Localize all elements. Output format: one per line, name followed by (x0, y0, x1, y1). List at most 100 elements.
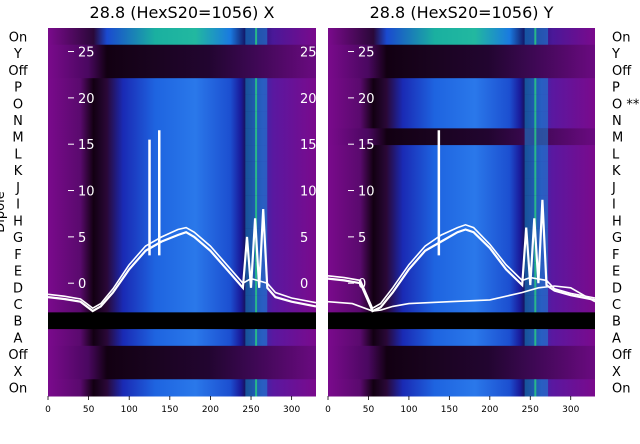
bright-line (255, 178, 258, 196)
bright-line (255, 262, 258, 280)
heatmap-row-a (48, 329, 316, 347)
bright-strip (524, 28, 549, 46)
bright-strip (524, 145, 549, 163)
heatmap-row-e (48, 262, 316, 280)
heatmap-row-f (48, 245, 316, 263)
x-tick-label-0: 0 (325, 405, 331, 415)
overlay-tick-label-right-15: 15 (300, 138, 317, 153)
dipole-label-20: X (14, 365, 23, 380)
bright-line (534, 195, 537, 213)
dipole-label-4: O (13, 97, 23, 112)
dipole-label-21: On (9, 382, 27, 397)
bright-line (534, 245, 537, 263)
heatmap-row-y (328, 44, 595, 62)
heatmap-row-on (48, 28, 316, 46)
overlay-tick-label-15: 15 (78, 138, 95, 153)
bright-line (255, 161, 258, 180)
heatmap-row-x (328, 362, 595, 380)
series-line-3 (327, 285, 596, 312)
dipole-label-21: On (612, 382, 630, 397)
dipole-label-7: L (612, 147, 620, 162)
x-tick-label-50: 50 (363, 405, 375, 415)
dipole-label-8: K (612, 164, 621, 179)
dipole-label-11: H (612, 214, 622, 229)
heatmap-row-y (48, 44, 316, 62)
bright-line (255, 145, 258, 163)
panel-title: 28.8 (HexS20=1056) Y (370, 3, 554, 22)
bright-line (534, 262, 537, 280)
dipole-label-13: F (612, 248, 619, 263)
bright-line (255, 195, 258, 213)
heatmap-row-g (48, 228, 316, 246)
bright-strip (524, 94, 549, 113)
bright-strip (524, 78, 549, 96)
heatmap-row-on (328, 28, 595, 46)
series-line-2 (327, 223, 596, 310)
bright-line (534, 278, 537, 297)
dipole-label-6: M (12, 131, 23, 146)
x-tick-label-250: 250 (242, 405, 259, 415)
bright-line (534, 94, 537, 113)
bright-line (255, 128, 258, 146)
bright-line (255, 78, 258, 96)
bright-strip (524, 329, 549, 347)
overlay-tick-label-right-10: 10 (300, 185, 317, 200)
dipole-label-3: P (612, 81, 620, 96)
dipole-label-19: Off (612, 348, 632, 363)
dipole-label-10: I (16, 198, 20, 213)
overlay-tick-label-right-0: 0 (300, 277, 308, 292)
dipole-label-16: C (612, 298, 621, 313)
overlay-tick-label-right-20: 20 (300, 92, 317, 107)
heatmap-row-b (48, 312, 316, 330)
x-tick-label-150: 150 (161, 405, 178, 415)
dipole-label-8: K (14, 164, 23, 179)
heatmap-row-off (328, 61, 595, 79)
dipole-label-2: Off (8, 64, 28, 79)
series-line-1 (47, 209, 317, 313)
x-tick-label-200: 200 (481, 405, 498, 415)
overlay-tick-label-20: 20 (78, 92, 95, 107)
bright-line (255, 28, 258, 46)
bright-line (534, 111, 537, 129)
x-tick-label-300: 300 (562, 405, 579, 415)
x-tick-label-50: 50 (83, 405, 95, 415)
dipole-label-1: Y (13, 47, 22, 62)
bright-line (255, 245, 258, 263)
heatmap-row-k (328, 161, 595, 180)
bright-strip (524, 111, 549, 129)
heatmap-row-h (48, 212, 316, 230)
overlay-tick-label-25: 25 (358, 46, 375, 61)
bright-strip (524, 161, 549, 180)
bright-line (534, 178, 537, 196)
overlay-tick-label-right-5: 5 (300, 231, 308, 246)
x-tick-label-0: 0 (45, 405, 51, 415)
heatmap-row-on (328, 379, 595, 397)
bright-line (534, 28, 537, 46)
heatmap-row-n (48, 111, 316, 129)
heatmap-row-off (328, 345, 595, 364)
overlay-tick-label-0: 0 (78, 277, 86, 292)
heatmap-row-e (328, 262, 595, 280)
bright-line (534, 295, 537, 313)
bright-strip (524, 128, 549, 146)
dipole-label-2: Off (612, 64, 632, 79)
bright-line (255, 329, 258, 347)
heatmap-row-b (328, 312, 595, 330)
heatmap-row-on (48, 379, 316, 397)
heatmap-row-k (48, 161, 316, 180)
bright-line (255, 278, 258, 297)
bright-line (534, 145, 537, 163)
dipole-label-20: X (612, 365, 621, 380)
bright-strip (524, 379, 549, 397)
dipole-label-4: O ** (612, 97, 640, 112)
x-tick-label-150: 150 (441, 405, 458, 415)
bright-line (534, 161, 537, 180)
overlay-tick-label-10: 10 (78, 185, 95, 200)
bright-strip (524, 178, 549, 196)
bright-strip (524, 295, 549, 313)
dipole-label-17: B (612, 315, 621, 330)
overlay-tick-label-25: 25 (78, 46, 95, 61)
